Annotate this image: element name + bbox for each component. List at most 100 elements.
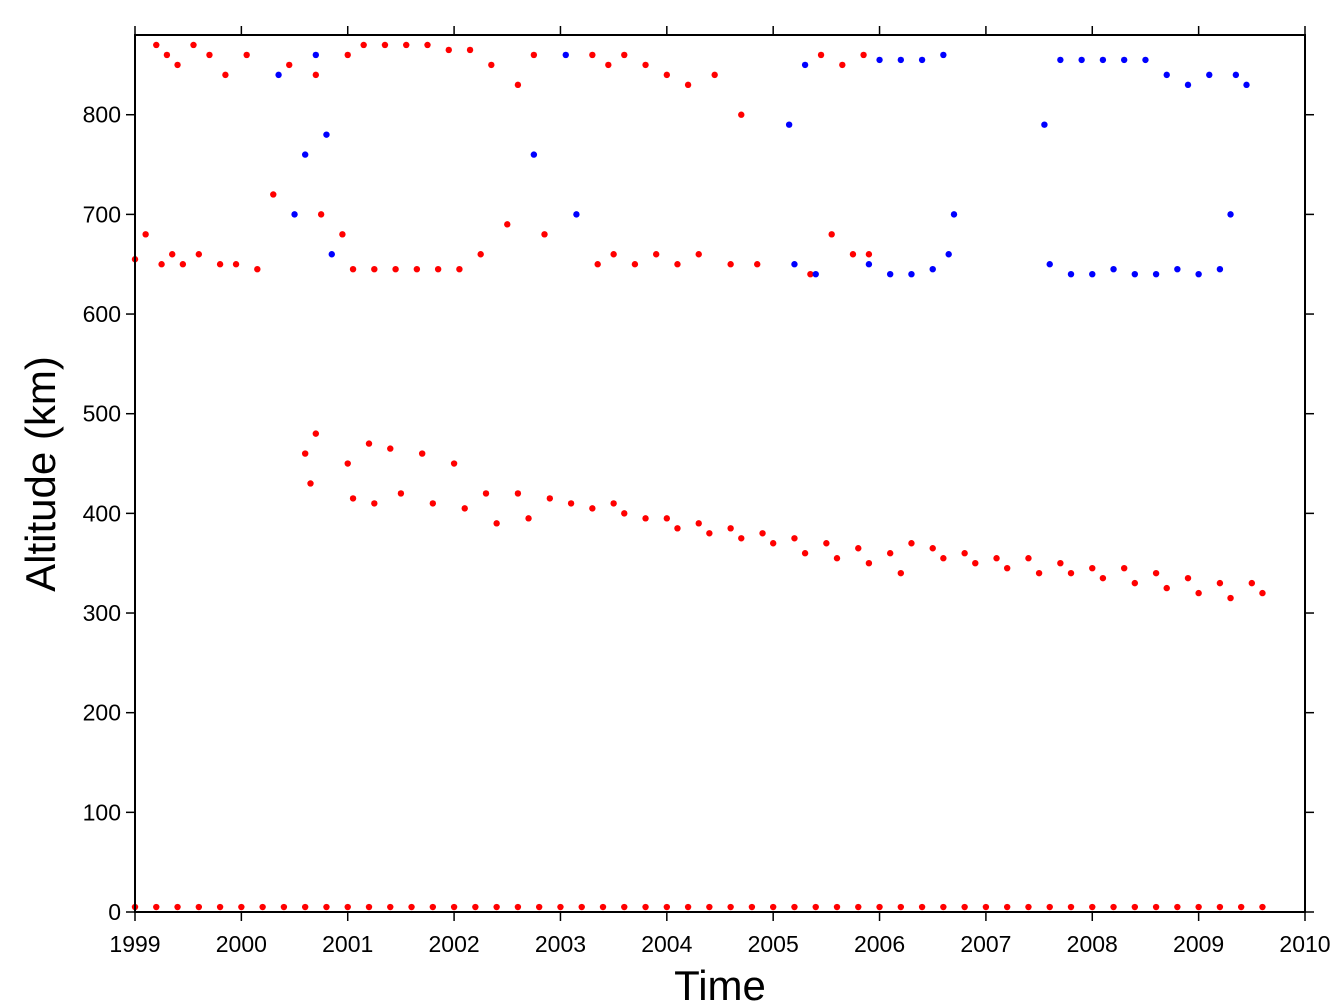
data-point	[275, 71, 282, 79]
data-point	[418, 450, 426, 457]
data-point	[312, 71, 320, 79]
y-tick-label: 200	[83, 700, 121, 726]
data-point	[153, 41, 160, 49]
data-point	[557, 903, 564, 911]
data-point	[674, 525, 681, 532]
data-point	[1216, 903, 1224, 911]
data-point	[865, 251, 873, 258]
y-tick-label: 400	[83, 500, 121, 526]
data-point	[562, 51, 569, 59]
data-point	[365, 903, 373, 911]
data-point	[993, 555, 1000, 562]
data-point	[1078, 56, 1085, 64]
data-point	[918, 903, 926, 911]
data-point	[918, 56, 926, 64]
data-point	[222, 71, 229, 79]
data-point	[488, 61, 495, 69]
y-tick-label: 100	[83, 799, 121, 825]
data-point	[1110, 903, 1117, 911]
data-point	[434, 265, 442, 273]
data-point	[663, 71, 671, 79]
data-point	[1067, 270, 1075, 278]
data-point	[748, 903, 756, 911]
data-point	[461, 505, 468, 512]
data-point	[1152, 569, 1160, 577]
x-tick-label: 2004	[641, 931, 692, 957]
data-point	[344, 51, 351, 59]
data-point	[174, 61, 181, 69]
data-point	[1195, 903, 1202, 911]
x-tick-label: 2000	[216, 931, 267, 957]
data-point	[1110, 265, 1117, 273]
data-point	[216, 903, 224, 911]
data-point	[727, 261, 734, 268]
data-point	[328, 251, 335, 258]
data-point	[286, 61, 293, 69]
data-point	[1174, 265, 1181, 273]
data-point	[594, 261, 601, 268]
data-point	[1057, 56, 1064, 64]
data-point	[578, 903, 585, 911]
data-point	[833, 555, 841, 562]
x-tick-label: 2001	[322, 931, 373, 957]
data-point	[424, 41, 431, 49]
data-point	[1216, 265, 1224, 273]
data-point	[865, 559, 873, 567]
data-point	[206, 51, 213, 59]
data-point	[1206, 71, 1213, 79]
data-point	[791, 535, 798, 542]
data-point	[232, 261, 240, 268]
data-point	[546, 495, 554, 502]
data-point	[307, 480, 314, 487]
data-point	[323, 903, 330, 911]
data-point	[610, 500, 617, 507]
data-point	[179, 261, 187, 268]
data-point	[1025, 903, 1032, 911]
data-point	[950, 211, 958, 218]
data-point	[833, 903, 841, 911]
x-tick-label: 2009	[1173, 931, 1224, 957]
data-point	[754, 261, 761, 268]
data-point	[371, 500, 378, 507]
x-tick-label: 2002	[429, 931, 480, 957]
data-point	[849, 251, 857, 258]
data-point	[1152, 903, 1160, 911]
data-point	[711, 71, 718, 79]
x-tick-label: 2003	[535, 931, 586, 957]
data-point	[738, 535, 745, 542]
data-point	[791, 261, 798, 268]
data-point	[1089, 270, 1096, 278]
data-point	[823, 540, 830, 547]
data-point	[429, 500, 437, 507]
data-point	[344, 460, 351, 467]
data-point	[1041, 121, 1048, 128]
data-point	[621, 51, 628, 59]
data-point	[450, 460, 458, 467]
x-tick-label: 1999	[109, 931, 160, 957]
data-point	[940, 903, 947, 911]
data-point	[397, 490, 405, 497]
data-point	[876, 56, 883, 64]
data-point	[349, 265, 357, 273]
data-point	[445, 46, 452, 54]
x-tick-label: 2007	[960, 931, 1011, 957]
data-point	[535, 903, 543, 911]
data-point	[573, 211, 580, 218]
data-point	[759, 530, 766, 537]
data-point	[216, 261, 224, 268]
data-point	[504, 221, 511, 228]
data-point	[541, 231, 548, 238]
x-axis-label: Time	[674, 962, 766, 1007]
data-point	[477, 251, 484, 258]
data-point	[1248, 579, 1256, 587]
data-point	[876, 903, 883, 911]
data-point	[929, 545, 936, 552]
data-point	[450, 903, 458, 911]
data-point	[339, 231, 346, 238]
data-point	[1089, 564, 1096, 572]
data-point	[605, 61, 612, 69]
data-point	[1227, 211, 1234, 218]
data-point	[1195, 589, 1202, 597]
y-tick-label: 500	[83, 401, 121, 427]
